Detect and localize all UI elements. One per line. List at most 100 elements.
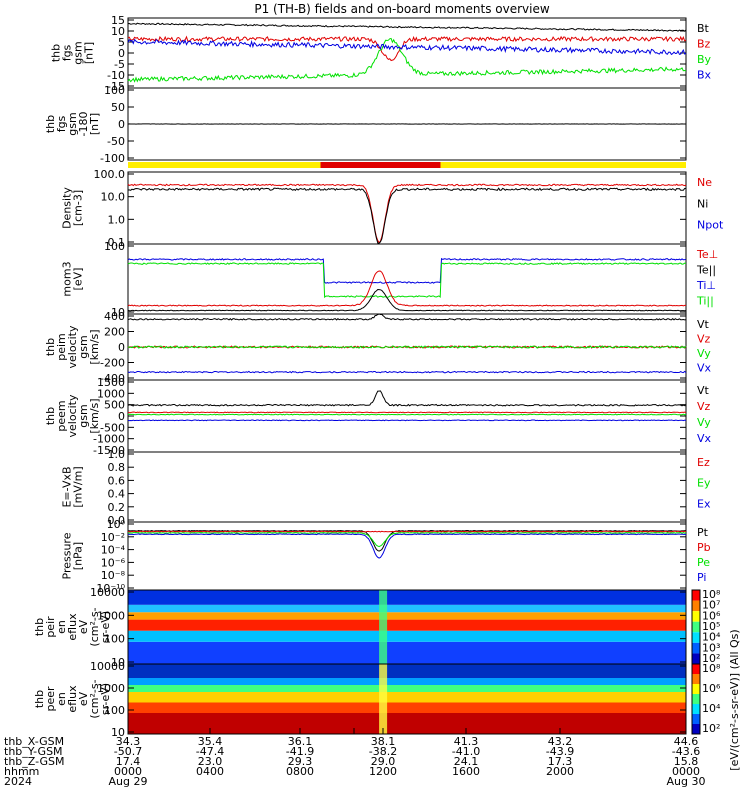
legend-entry: Ti⊥ [696,279,716,292]
legend-entry: Ti|| [696,295,714,308]
y-axis-label: Density [61,187,74,229]
mode-bar [128,162,686,168]
y-tick-label: 15 [111,14,125,27]
y-axis-label: peim [55,333,68,361]
panel-frame [127,451,687,523]
panel-temp: 100 10 mom3[eV] Te⊥ Te|| Ti⊥ Ti|| [61,240,719,319]
legend-entry: Ni [697,197,708,210]
series-line [127,35,687,62]
y-axis-label: fgs [61,44,74,61]
legend-entry: Pt [697,526,709,539]
x-tick-label: -50.7 [114,745,142,758]
y-tick-label: -100 [100,152,125,165]
y-axis-label: [nT] [88,113,101,135]
colorbar-tick: 10⁸ [702,588,721,601]
y-tick-label: 0.8 [108,461,126,474]
y-tick-label: 10⁻² [101,531,125,544]
series-line [127,345,687,349]
series-line [127,257,687,284]
y-tick-label: 1.0 [108,448,126,461]
y-tick-label: 0.6 [108,474,126,487]
y-axis-label: (cm²-s- [88,679,101,718]
x-tick-label: 44.6 [674,735,699,748]
y-tick-label: 10⁻⁶ [101,556,126,569]
y-axis-label: fgs [55,115,68,132]
y-tick-label: -1500 [93,444,125,457]
y-axis-label: [mV/m] [72,466,85,507]
y-axis-label: [nPa] [72,542,85,570]
colorbar-segment [692,653,700,664]
y-axis-label: eflux [66,685,79,713]
y-axis-label: thb [33,690,46,708]
spectrogram-band [128,630,686,642]
y-tick-label: 1.0 [108,213,126,226]
panel-peer: 10000 1000 100 10 thbpeerenefluxeV(cm²-s-sr-… [33,660,687,739]
y-axis-label: gsm [77,335,90,358]
legend-entry: Vt [697,384,710,397]
spectrogram-band [128,664,686,678]
y-axis-label: gsm [66,112,79,135]
colorbar-segment [692,600,700,612]
colorbar-segment [692,642,700,654]
y-axis-label: thb [44,338,57,356]
series-line [127,187,687,244]
colorbar-tick: 10² [702,652,720,665]
y-tick-label: 0.0 [108,514,126,527]
x-tick-label: 0000 [672,765,700,778]
colorbar-segment [692,611,700,622]
legend-entry: Vy [697,416,711,429]
x-tick-label: 29.3 [288,755,313,768]
colorbar-tick: 10⁶ [702,609,721,622]
x-tick-label: -41.0 [452,745,480,758]
x-tick-label: 38.1 [371,735,396,748]
spectrogram-event [379,590,388,664]
y-axis-label: gsm [77,404,90,427]
colorbar-tick: 10⁴ [702,631,721,644]
y-axis-label: eV [77,691,90,706]
y-tick-label: 10⁰ [107,518,126,531]
y-tick-label: 500 [104,399,125,412]
colorbar-segment [692,704,700,714]
y-tick-label: -400 [100,372,125,385]
y-tick-label: 1000 [97,682,125,695]
x-tick-label: 0800 [286,765,314,778]
x-tick-label: 24.1 [454,755,479,768]
y-axis-label: mom3 [61,261,74,296]
x-tick-label: 41.3 [454,735,479,748]
x-row-label: hhmm [4,765,39,778]
y-tick-label: 100 [104,704,125,717]
y-tick-label: 10⁻¹⁰ [96,582,125,595]
x-tick-label: 0400 [196,765,224,778]
legend-entry: Bx [697,69,712,82]
x-tick-label: -43.6 [672,745,700,758]
legend-entry: Pi [697,571,706,584]
y-axis-label: sr-eV) [99,683,112,715]
y-axis-label: thb [50,44,63,62]
series-line [127,533,687,559]
colorbar-segment [692,621,700,633]
spectrogram-band [128,702,686,713]
y-axis-label: thb [44,407,57,425]
colorbar-segment [692,684,700,694]
spectrogram-band [128,692,686,703]
x-tick-label: 17.4 [116,755,141,768]
y-axis-label: -180 [77,112,90,137]
spectrogram-band [128,641,686,664]
y-tick-label: 1000 [97,387,125,400]
series-line [127,411,687,414]
colorbar-segment [692,664,700,674]
y-tick-label: 10 [111,726,125,739]
legend-entry: Vy [697,347,711,360]
y-tick-label: 0.4 [108,488,126,501]
x-tick-label: 23.0 [198,755,223,768]
legend-entry: Ez [697,456,710,469]
x-tick-label: -47.4 [196,745,224,758]
x-tick-label: -41.9 [286,745,314,758]
y-tick-label: -15 [107,80,125,93]
legend-entry: Ey [697,477,711,490]
y-tick-label: 10⁻⁴ [101,544,126,557]
panel-efield: 1.00.80.60.40.20.0 E=-VxB[mV/m] Ez Ey Ex [61,448,711,527]
